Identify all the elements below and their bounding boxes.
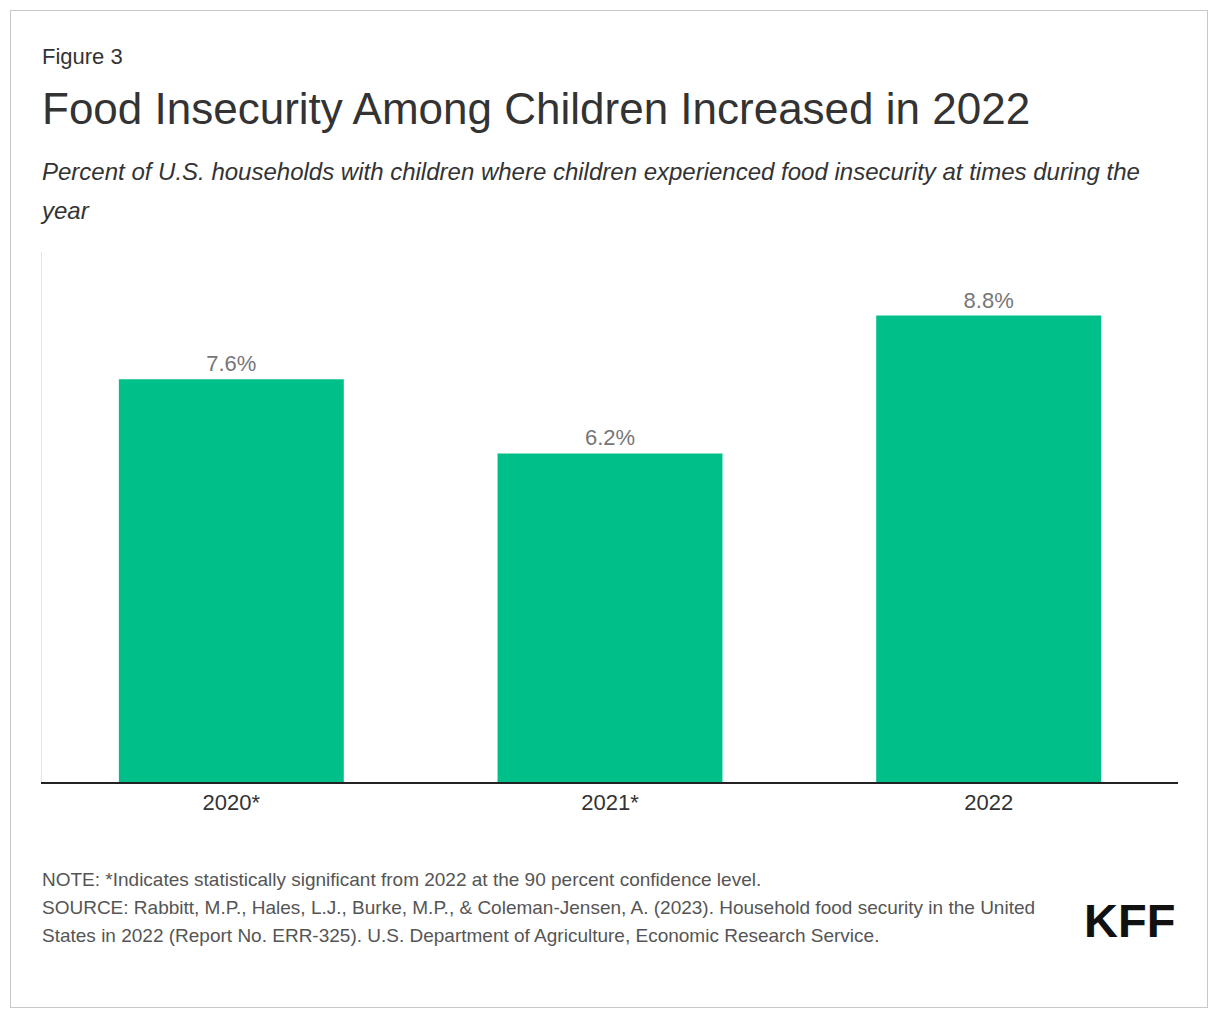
html-text:Figure 3: Figure 3 [42,44,123,69]
html-text:Food Insecurity Among Children: Food Insecurity Among Children Increased… [42,84,1031,133]
svg-text:2021*: 2021* [581,790,639,815]
svg-text:8.8%: 8.8% [964,288,1014,313]
html-text:NOTE: *Indicates statistically: NOTE: *Indicates statistically significa… [42,869,762,890]
svg-text:2020*: 2020* [203,790,261,815]
svg-text:7.6%: 7.6% [206,351,256,376]
svg-text:2022: 2022 [964,790,1013,815]
html-text:Percent of U.S. households wit: Percent of U.S. households with children… [42,158,1140,224]
svg-text:6.2%: 6.2% [585,425,635,450]
html-text:SOURCE: Rabbitt, M.P., Hales,: SOURCE: Rabbitt, M.P., Hales, L.J., Burk… [42,897,1035,946]
html-text:KFF: KFF [1084,894,1176,947]
